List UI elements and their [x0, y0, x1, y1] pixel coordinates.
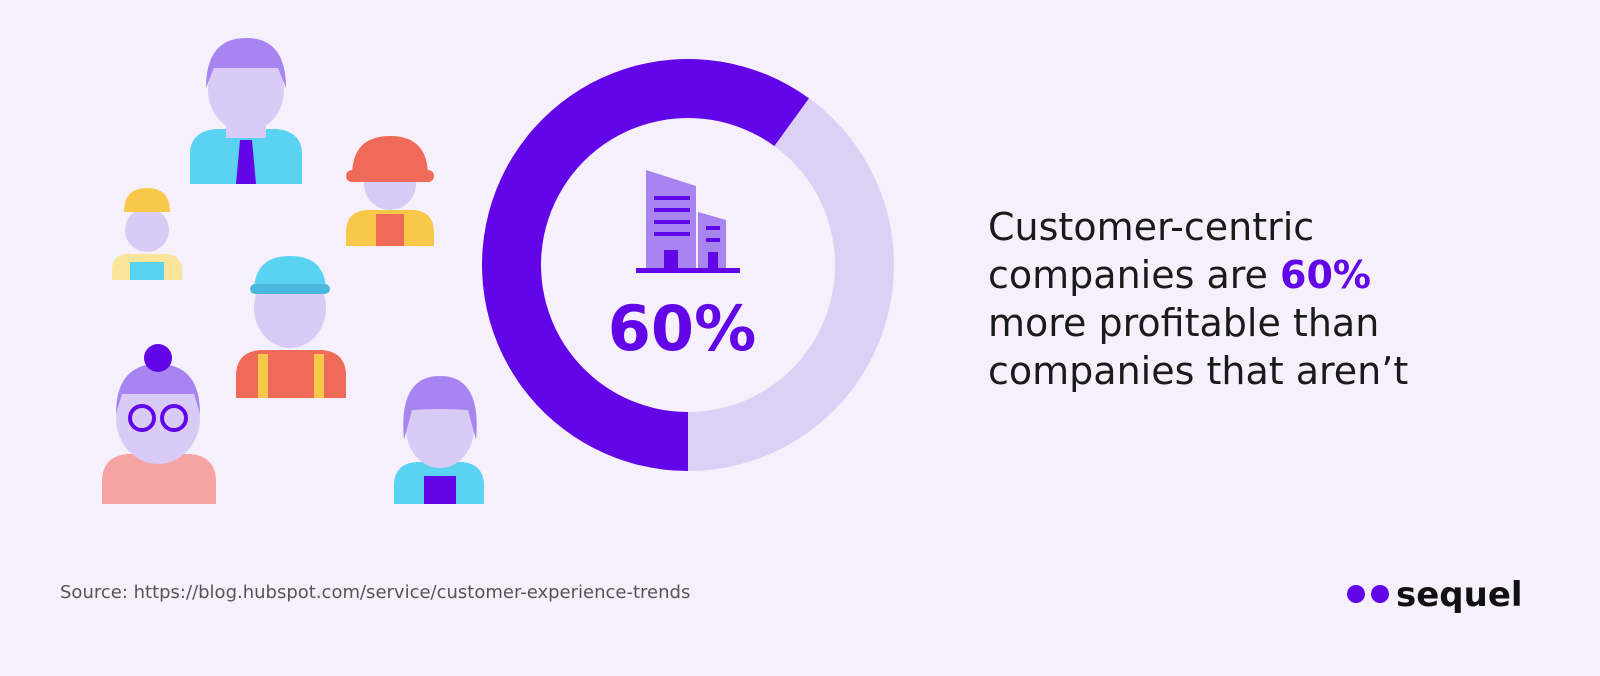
source: Source: https://blog.hubspot.com/service… — [60, 582, 690, 603]
building-icon — [636, 170, 740, 273]
donut-segment — [688, 98, 894, 471]
statement-line: Customer-centric — [988, 205, 1314, 249]
brand: sequel — [1396, 575, 1523, 615]
statement-line: companies are — [988, 253, 1280, 297]
value-label: 60% — [608, 292, 756, 365]
people-illustration — [102, 38, 484, 504]
statement-line: companies that aren’t — [988, 349, 1408, 393]
donut-segment — [481, 58, 810, 472]
donut — [481, 58, 894, 472]
logo-dot — [1371, 585, 1389, 603]
logo-dot — [1347, 585, 1365, 603]
statement-line: more profitable than — [988, 301, 1379, 345]
statement: Customer-centric companies are 60% more pr… — [988, 205, 1408, 393]
statement-highlight: 60% — [1280, 253, 1371, 297]
